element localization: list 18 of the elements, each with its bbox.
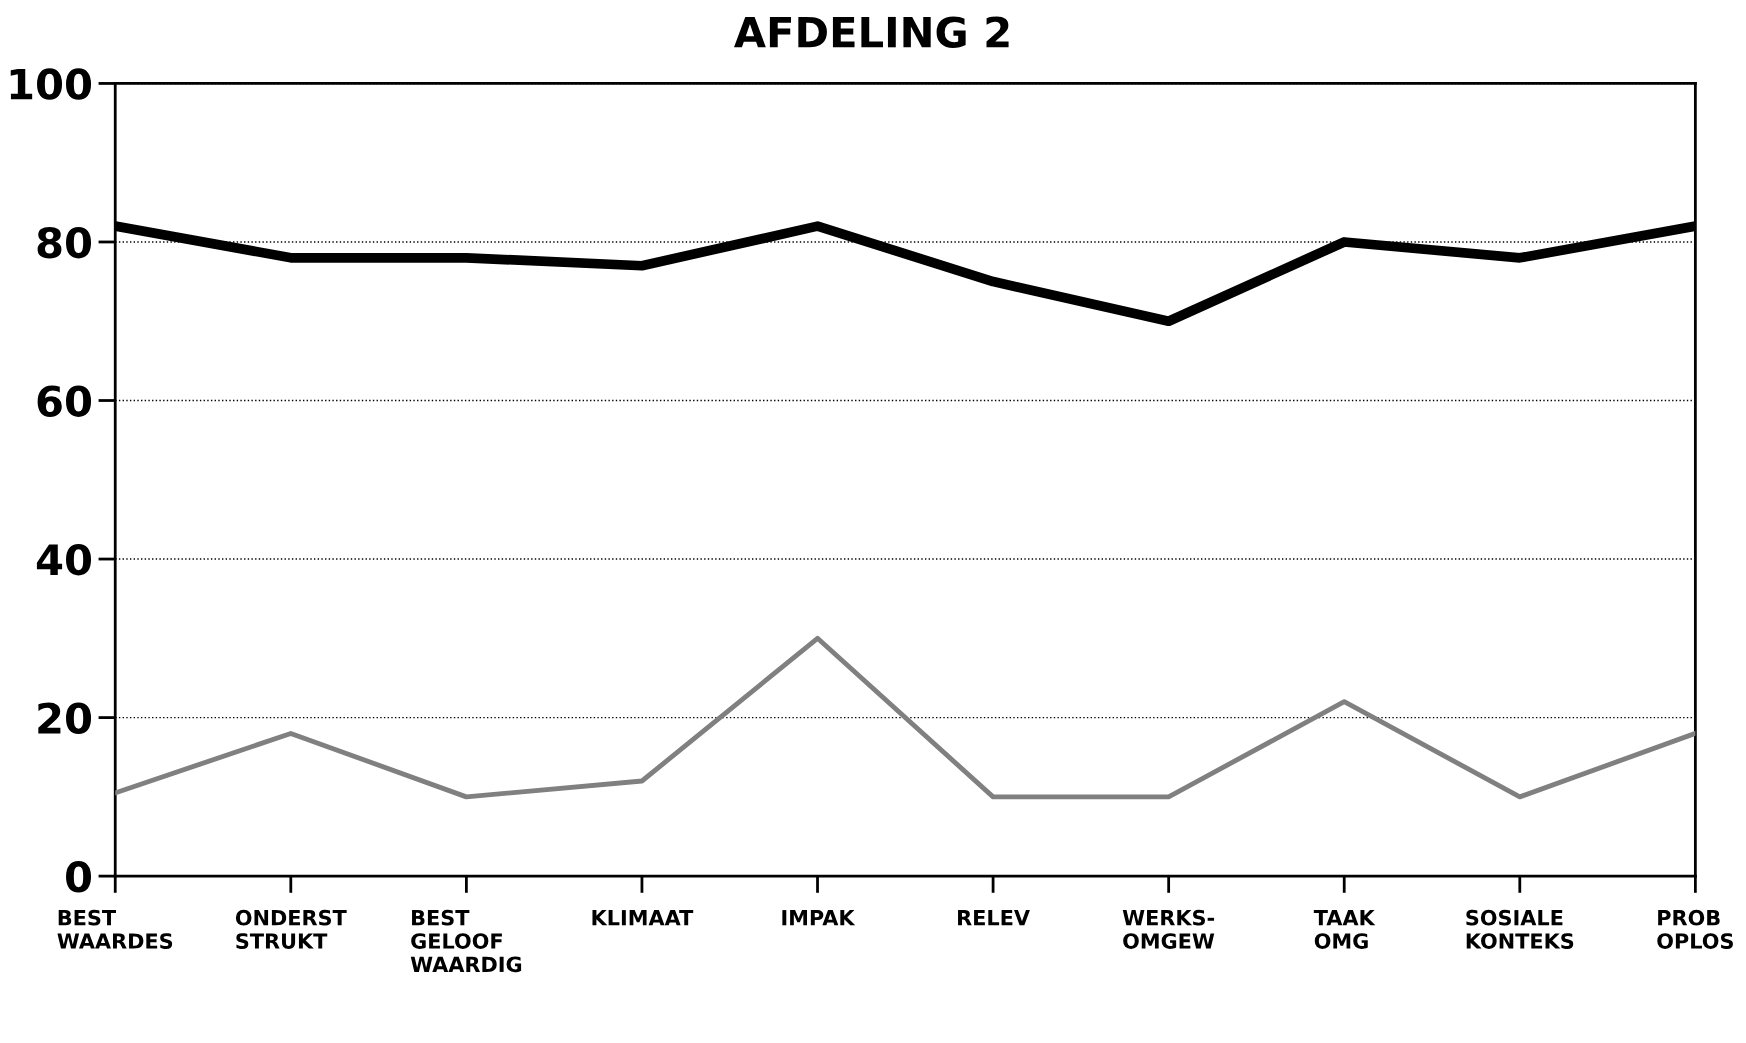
x-tick-label: RELEV (958, 910, 1030, 926)
y-tick-label: 100 (10, 68, 92, 100)
x-tick-label: PROB OPLOS (1657, 909, 1733, 949)
x-tick-label: BEST WAARDES (57, 909, 173, 949)
x-tick-label: IMPAK (782, 910, 856, 926)
y-tick-label: 80 (37, 226, 92, 259)
x-tick-label: ONDERST STRUKT (235, 909, 347, 949)
chart-title: AFDELING 2 (734, 16, 1009, 48)
y-tick-label: 60 (37, 385, 92, 417)
x-tick-label: TAAK OMG (1313, 910, 1376, 949)
x-tick-label: SOSIALE KONTEKS (1466, 909, 1574, 949)
x-tick-label: BEST GELOOF WAARDIG (410, 909, 522, 973)
y-tick-label: 40 (36, 543, 92, 576)
x-tick-label: WERKS- OMGEW (1122, 909, 1215, 949)
line-series (115, 635, 1696, 800)
y-tick-label: 0 (66, 861, 92, 893)
x-tick-label: KLIMAAT (592, 910, 694, 926)
y-tick-label: 20 (38, 702, 92, 735)
